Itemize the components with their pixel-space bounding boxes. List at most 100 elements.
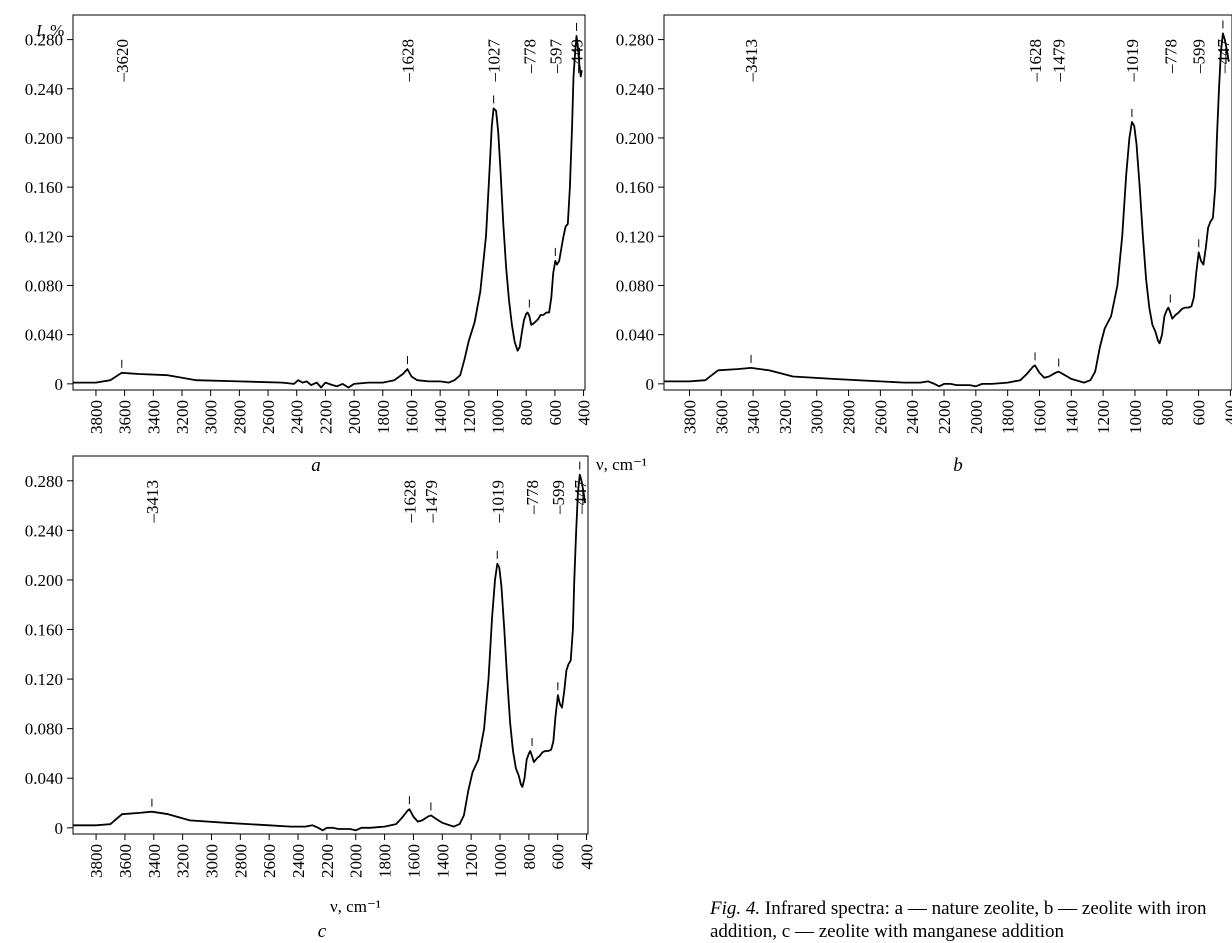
plot-frame — [72, 455, 589, 835]
x-tick-label: 2000 — [345, 400, 364, 434]
x-tick-label: 1800 — [999, 400, 1018, 434]
y-tick-label: 0.040 — [25, 326, 63, 345]
y-tick-label: 0.080 — [25, 720, 63, 739]
y-tick-label: 0.240 — [25, 521, 63, 540]
x-tick-label: 3200 — [776, 400, 795, 434]
x-tick-label: 2400 — [903, 400, 922, 434]
y-tick-label: 0.120 — [616, 227, 654, 246]
x-tick-label: 3600 — [116, 844, 135, 878]
x-axis-title: ν, cm⁻¹ — [330, 897, 381, 916]
x-tick-label: 1400 — [1062, 400, 1081, 434]
panel-letter: c — [318, 921, 327, 941]
plot-frame — [72, 14, 586, 391]
y-axis-title-symbol: I — [35, 21, 43, 40]
x-tick-label: 1600 — [402, 400, 421, 434]
y-tick-label: 0.200 — [25, 571, 63, 590]
x-tick-label: 3000 — [808, 400, 827, 434]
peak-label: –449 — [568, 39, 587, 74]
y-tick-label: 0 — [55, 819, 64, 838]
x-tick-label: 600 — [546, 400, 565, 426]
peak-label: –1628 — [1026, 39, 1045, 83]
peak-label: –1019 — [1123, 39, 1142, 83]
x-tick-label: 1400 — [431, 400, 450, 434]
x-tick-label: 600 — [1190, 400, 1209, 426]
x-tick-label: 800 — [1158, 400, 1177, 426]
x-tick-label: 2200 — [318, 844, 337, 878]
caption-body: Infrared spectra: a — nature zeolite, b … — [710, 898, 1212, 942]
y-tick-label: 0.160 — [25, 178, 63, 197]
x-tick-label: 1000 — [491, 844, 510, 878]
figure-caption: Fig. 4. Infrared spectra: a — nature zeo… — [710, 897, 1232, 943]
x-tick-label: 2800 — [231, 844, 250, 878]
x-tick-label: 800 — [520, 844, 539, 870]
x-tick-label: 1200 — [1094, 400, 1113, 434]
x-tick-label: 2800 — [230, 400, 249, 434]
x-tick-label: 3800 — [87, 400, 106, 434]
spectrum-line — [73, 473, 586, 832]
x-axis-title: ν, cm⁻¹ — [596, 455, 647, 474]
x-tick-label: 1800 — [374, 400, 393, 434]
x-tick-label: 3200 — [174, 844, 193, 878]
spectrum-panel-a: 0 0.040 0.080 0.120 0.160 0.200 0.240 0.280 3800… — [25, 14, 647, 476]
x-tick-label: 3400 — [144, 400, 163, 434]
y-tick-label: 0.080 — [616, 276, 654, 295]
spectrum-line — [73, 35, 583, 389]
caption-lead: Fig. 4. — [710, 898, 761, 919]
x-tick-label: 3400 — [145, 844, 164, 878]
y-tick-label: 0.240 — [25, 80, 63, 99]
x-tick-label: 2400 — [289, 844, 308, 878]
x-tick-label: 400 — [578, 844, 597, 870]
peak-label: –599 — [1190, 39, 1209, 74]
x-tick-label: 2200 — [316, 400, 335, 434]
peak-label: –3413 — [742, 39, 761, 83]
y-tick-label: 0.080 — [25, 276, 63, 295]
y-tick-label: 0.200 — [616, 129, 654, 148]
x-tick-label: 1000 — [1126, 400, 1145, 434]
x-tick-label: 1800 — [376, 844, 395, 878]
peak-label: –1479 — [1050, 39, 1069, 83]
peak-label: –447 — [1214, 39, 1232, 75]
x-tick-label: 2000 — [967, 400, 986, 434]
x-tick-label: 2600 — [871, 400, 890, 434]
peak-label: –1019 — [488, 480, 507, 524]
x-tick-label: 1200 — [462, 844, 481, 878]
y-tick-label: 0.040 — [616, 326, 654, 345]
x-tick-label: 2600 — [259, 400, 278, 434]
x-tick-label: 2400 — [288, 400, 307, 434]
y-tick-label: 0.040 — [25, 769, 63, 788]
x-tick-label: 3000 — [202, 400, 221, 434]
y-tick-label: 0.240 — [616, 80, 654, 99]
y-tick-label: 0.280 — [616, 31, 654, 50]
y-tick-label: 0.280 — [25, 472, 63, 491]
spectrum-line — [664, 32, 1230, 388]
y-tick-label: 0 — [646, 375, 655, 394]
spectrum-panel-b: 0 0.040 0.080 0.120 0.160 0.200 0.240 0.280 3800… — [616, 14, 1232, 476]
y-tick-label: 0.120 — [25, 670, 63, 689]
y-tick-label: 0.120 — [25, 227, 63, 246]
x-tick-label: 400 — [1221, 400, 1232, 426]
peak-label: –447 — [571, 480, 590, 516]
spectrum-panel-c: 0 0.040 0.080 0.120 0.160 0.200 0.240 0.280 3800… — [25, 455, 597, 941]
x-tick-label: 3600 — [116, 400, 135, 434]
peak-label: –599 — [549, 480, 568, 515]
x-tick-label: 1000 — [489, 400, 508, 434]
x-tick-label: 3800 — [87, 844, 106, 878]
peak-label: –1479 — [422, 480, 441, 524]
y-tick-label: 0.280 — [25, 31, 63, 50]
y-axis-title: I, % — [35, 21, 64, 40]
y-tick-label: 0.200 — [25, 129, 63, 148]
panel-letter: b — [953, 455, 963, 476]
x-tick-label: 2200 — [935, 400, 954, 434]
peak-label: –1027 — [485, 39, 504, 83]
x-tick-label: 1600 — [1030, 400, 1049, 434]
x-tick-label: 3600 — [712, 400, 731, 434]
x-tick-label: 3800 — [680, 400, 699, 434]
y-tick-label: 0.160 — [616, 178, 654, 197]
x-tick-label: 400 — [575, 400, 594, 426]
peak-label: –1628 — [398, 39, 417, 83]
x-tick-label: 2600 — [260, 844, 279, 878]
x-tick-label: 600 — [549, 844, 568, 870]
x-tick-label: 3000 — [202, 844, 221, 878]
x-tick-label: 1400 — [433, 844, 452, 878]
